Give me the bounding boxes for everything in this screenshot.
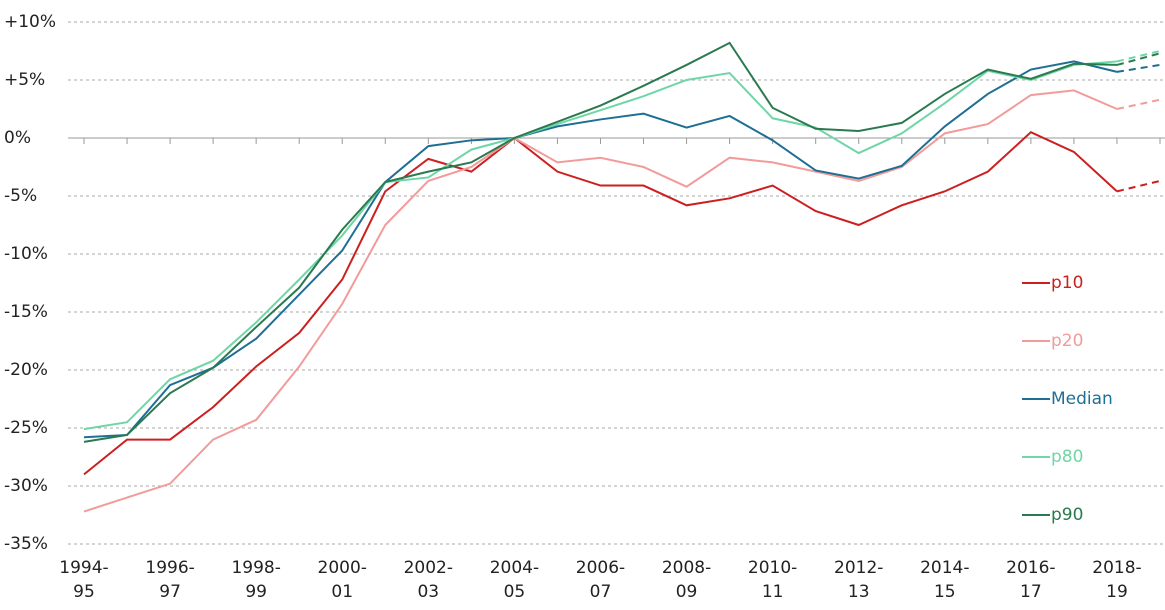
y-tick-label: -35%: [4, 534, 48, 554]
y-tick-label: -25%: [4, 418, 48, 438]
x-tick-label: 2008-09: [662, 558, 711, 602]
y-tick-label: -15%: [4, 302, 48, 322]
y-tick-label: +5%: [4, 70, 45, 90]
x-tick-label: 2016-17: [1006, 558, 1055, 602]
x-tick-label: 1996-97: [145, 558, 194, 602]
y-tick-label: -5%: [4, 186, 37, 206]
projection-line: [1116, 63, 1161, 73]
projection-line: [1116, 52, 1161, 66]
x-tick-label: 2002-03: [404, 558, 453, 602]
x-tick-label: 1998-99: [231, 558, 280, 602]
series-line: [83, 60, 1118, 439]
projection-line: [1116, 179, 1161, 193]
legend-label: p80: [1051, 447, 1083, 467]
x-tick-label: 2018-19: [1092, 558, 1141, 602]
series-line: [83, 41, 1117, 443]
x-tick-label: 2010-11: [748, 558, 797, 602]
series-line: [83, 131, 1118, 476]
y-tick-label: 0%: [4, 128, 31, 148]
x-tick-label: 2004-05: [490, 558, 539, 602]
x-tick-label: 2012-13: [834, 558, 883, 602]
legend-label: p10: [1051, 273, 1083, 293]
y-tick-label: -30%: [4, 476, 48, 496]
series-line: [83, 89, 1118, 513]
series-line: [83, 60, 1118, 431]
y-tick-label: +10%: [4, 12, 56, 32]
legend-label: p20: [1051, 331, 1083, 351]
x-tick-label: 2000-01: [318, 558, 367, 602]
projection-line: [1116, 50, 1161, 63]
x-tick-label: 2006-07: [576, 558, 625, 602]
x-tick-label: 1994-95: [59, 558, 108, 602]
projection-line: [1116, 98, 1161, 110]
y-tick-label: -20%: [4, 360, 48, 380]
x-tick-label: 2014-15: [920, 558, 969, 602]
legend-label: Median: [1051, 389, 1113, 409]
y-tick-label: -10%: [4, 244, 48, 264]
legend-label: p90: [1051, 505, 1083, 525]
